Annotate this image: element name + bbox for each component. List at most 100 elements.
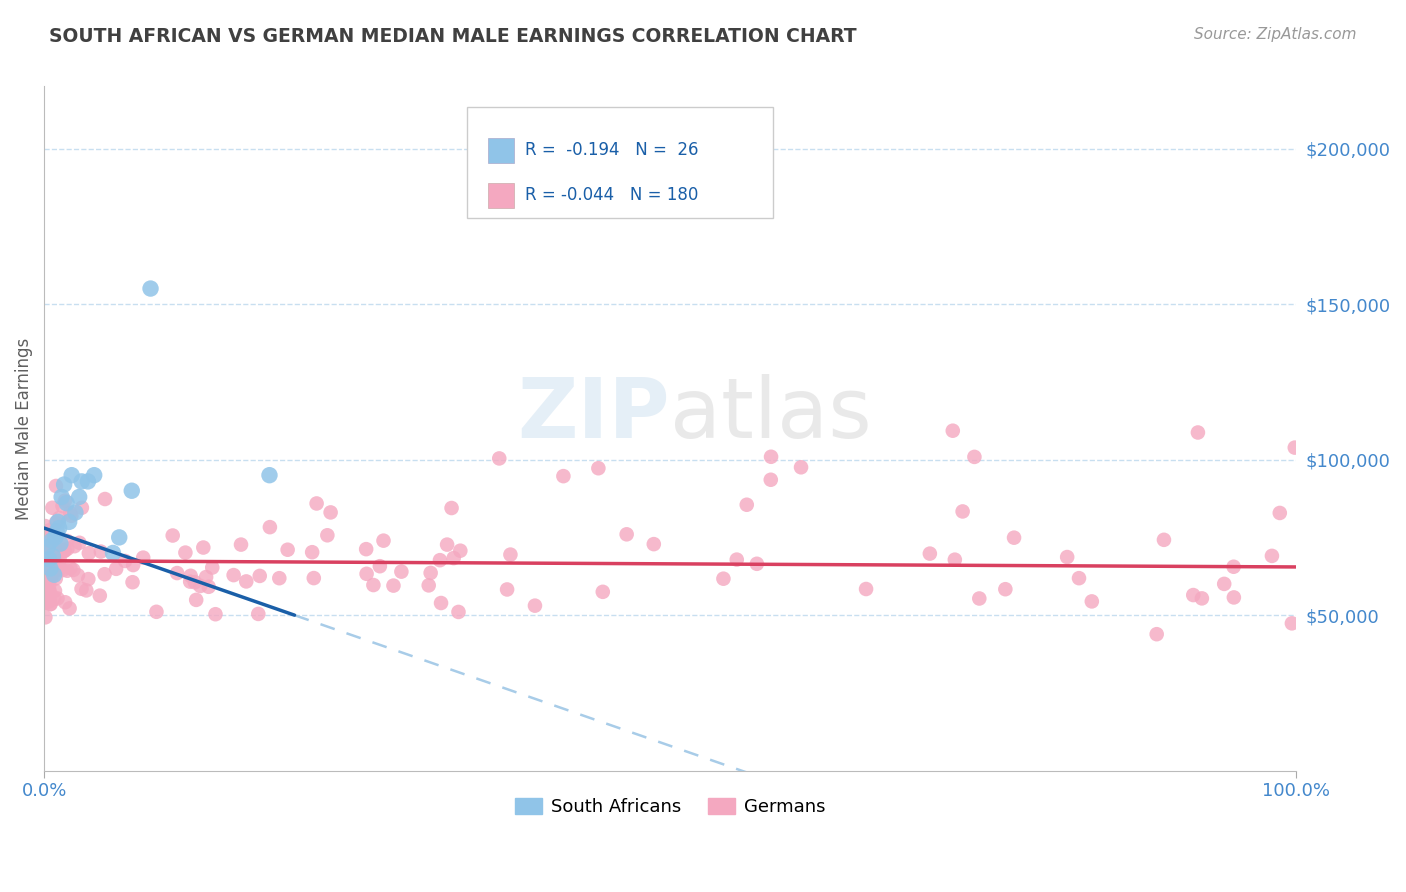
Point — [70, 582, 93, 596]
Point — [449, 543, 471, 558]
Point — [70, 475, 93, 489]
Point — [48, 562, 70, 576]
Point — [1281, 616, 1303, 631]
Point — [55, 496, 77, 510]
Point — [60, 508, 83, 523]
Point — [62, 563, 84, 577]
Point — [1223, 591, 1246, 605]
Point — [42, 566, 65, 580]
Point — [35, 559, 58, 574]
Point — [51, 499, 73, 513]
Point — [41, 500, 63, 515]
Point — [713, 572, 735, 586]
Point — [745, 557, 768, 571]
Point — [139, 281, 162, 295]
Point — [101, 546, 124, 560]
Point — [419, 566, 441, 580]
Point — [319, 505, 342, 519]
Point — [48, 552, 70, 566]
Point — [1187, 425, 1209, 440]
Point — [51, 542, 73, 557]
Point — [354, 542, 377, 557]
Point — [436, 538, 458, 552]
Point — [38, 568, 60, 582]
Point — [34, 549, 56, 563]
Point — [51, 490, 73, 504]
Point — [41, 556, 63, 570]
Point — [994, 582, 1017, 597]
Point — [197, 580, 219, 594]
Point — [855, 582, 877, 596]
Point — [41, 535, 63, 549]
Point — [588, 461, 610, 475]
Point — [790, 460, 813, 475]
Point — [45, 479, 67, 493]
Point — [1153, 533, 1175, 547]
Point — [356, 566, 378, 581]
Point — [39, 597, 62, 611]
Point — [616, 527, 638, 541]
Point — [1284, 441, 1306, 455]
Point — [1056, 549, 1078, 564]
Point — [229, 538, 252, 552]
Point — [42, 591, 65, 606]
Point — [969, 591, 991, 606]
Point — [180, 569, 202, 583]
Point — [35, 550, 58, 565]
Point — [305, 496, 328, 510]
Point — [429, 553, 451, 567]
Point — [523, 599, 546, 613]
Point — [759, 450, 782, 464]
Point — [34, 595, 56, 609]
Point — [35, 546, 58, 560]
Point — [35, 564, 58, 578]
Point — [195, 570, 218, 584]
Point — [45, 572, 67, 586]
Point — [368, 559, 391, 574]
Point — [643, 537, 665, 551]
Point — [447, 605, 470, 619]
Point — [42, 547, 65, 561]
Point — [41, 549, 63, 563]
Point — [34, 566, 56, 581]
Point — [132, 550, 155, 565]
Point — [1213, 577, 1236, 591]
Point — [77, 546, 100, 560]
Point — [35, 574, 58, 588]
Point — [443, 551, 465, 566]
Text: atlas: atlas — [671, 375, 872, 455]
Point — [166, 566, 188, 580]
Point — [37, 583, 59, 598]
Point — [49, 536, 72, 550]
Point — [38, 594, 60, 608]
Point — [59, 561, 82, 575]
Point — [222, 568, 245, 582]
Point — [249, 569, 271, 583]
Point — [38, 524, 60, 538]
Point — [41, 553, 63, 567]
Point — [34, 535, 56, 549]
Point — [38, 529, 60, 543]
Point — [952, 504, 974, 518]
Y-axis label: Median Male Earnings: Median Male Earnings — [15, 337, 32, 520]
Point — [1268, 506, 1291, 520]
Point — [373, 533, 395, 548]
Point — [52, 543, 75, 558]
Point — [553, 469, 575, 483]
Point — [66, 568, 89, 582]
Point — [77, 572, 100, 586]
Point — [363, 578, 385, 592]
Point — [1002, 531, 1025, 545]
Point — [39, 558, 62, 572]
Point — [1081, 594, 1104, 608]
Point — [60, 468, 83, 483]
Point — [259, 468, 281, 483]
Point — [34, 549, 56, 563]
Point — [39, 597, 62, 611]
Point — [963, 450, 986, 464]
Point — [45, 560, 67, 574]
Text: R =  -0.194   N =  26: R = -0.194 N = 26 — [524, 141, 699, 159]
Point — [41, 562, 63, 576]
Point — [42, 549, 65, 563]
Point — [48, 511, 70, 525]
